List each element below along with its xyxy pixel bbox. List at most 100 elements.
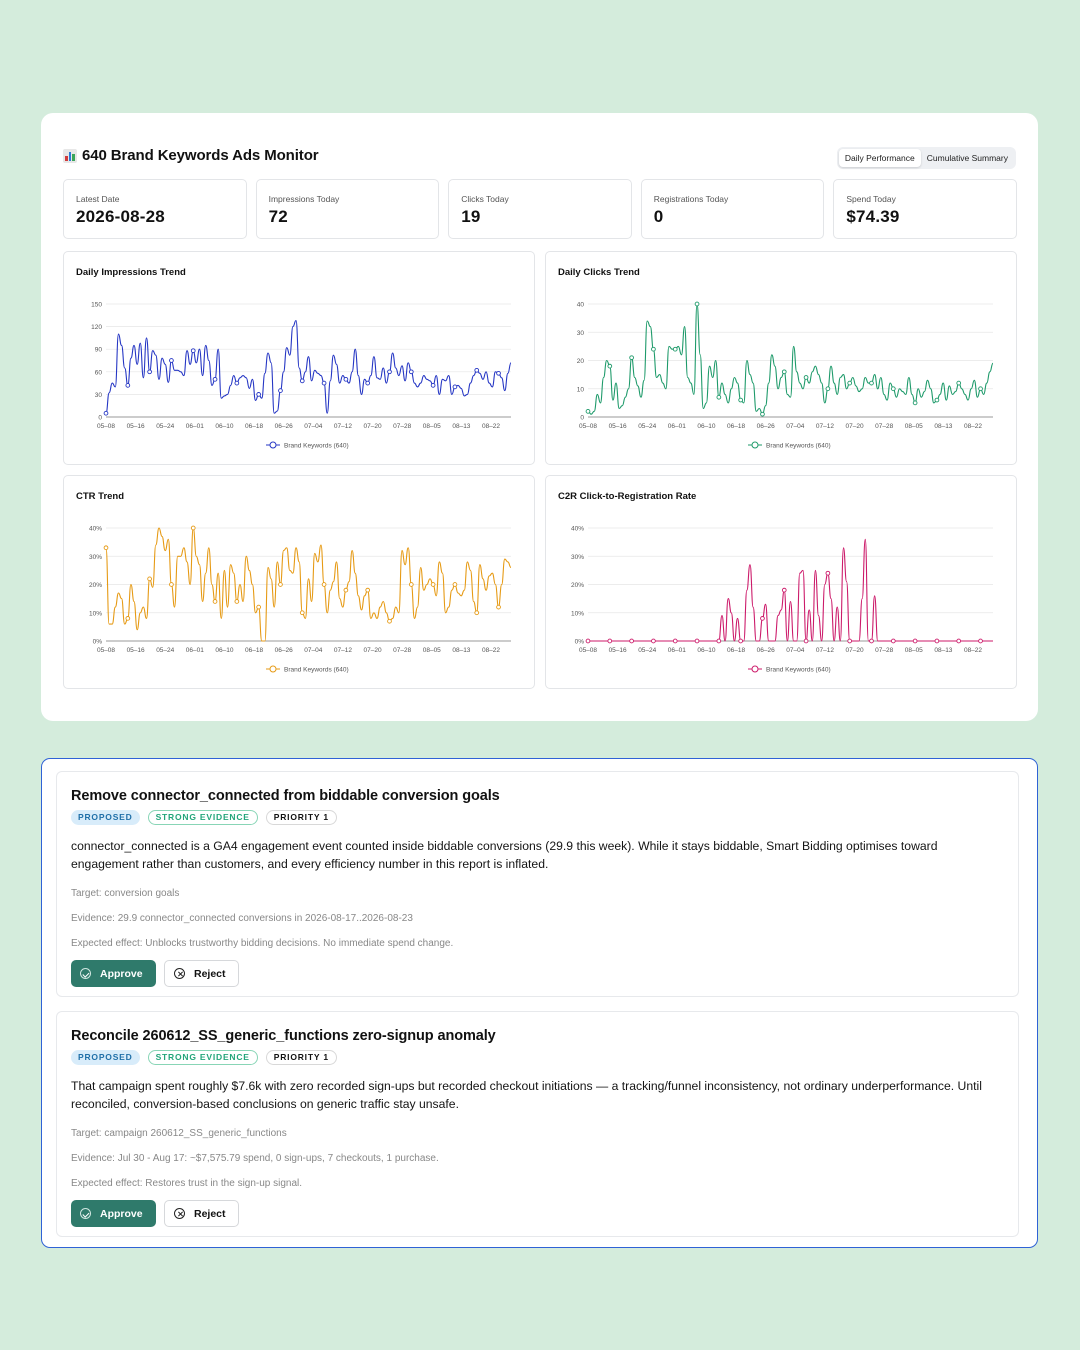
data-point[interactable]	[716, 394, 722, 400]
data-point[interactable]	[825, 386, 831, 392]
tab-cumulative-summary[interactable]: Cumulative Summary	[926, 153, 1008, 163]
series-line	[105, 527, 512, 642]
data-point[interactable]	[760, 411, 765, 417]
data-point[interactable]	[934, 397, 940, 403]
approve-button[interactable]: Approve	[71, 1200, 156, 1227]
data-point[interactable]	[672, 638, 678, 644]
data-point[interactable]	[212, 599, 218, 604]
data-point[interactable]	[890, 386, 896, 392]
data-point[interactable]	[496, 604, 501, 610]
y-tick-label: 30%	[89, 554, 102, 561]
x-tick-label: 06–18	[245, 647, 263, 654]
data-point[interactable]	[978, 386, 983, 392]
data-point[interactable]	[169, 582, 174, 587]
y-tick-label: 40	[577, 302, 585, 309]
data-point[interactable]	[694, 301, 700, 307]
ads-monitor-panel: 640 Brand Keywords Ads Monitor Daily Per…	[41, 113, 1038, 721]
data-point[interactable]	[321, 582, 327, 587]
data-point[interactable]	[234, 599, 240, 604]
data-point[interactable]	[825, 570, 831, 576]
data-point[interactable]	[103, 545, 109, 551]
y-tick-label: 10%	[89, 610, 102, 617]
data-point[interactable]	[651, 346, 656, 352]
data-point[interactable]	[452, 384, 458, 390]
data-point[interactable]	[190, 525, 196, 531]
data-point[interactable]	[278, 388, 283, 393]
data-point[interactable]	[760, 616, 765, 621]
data-point[interactable]	[496, 370, 501, 376]
data-point[interactable]	[169, 358, 174, 363]
data-point[interactable]	[387, 618, 392, 624]
data-point[interactable]	[956, 380, 962, 386]
data-point[interactable]	[890, 638, 896, 644]
data-point[interactable]	[912, 638, 918, 644]
data-point[interactable]	[738, 397, 744, 403]
data-point[interactable]	[738, 638, 744, 644]
data-point[interactable]	[408, 582, 414, 587]
x-tick-label: 08–13	[934, 423, 952, 430]
x-tick-label: 07–28	[875, 423, 893, 430]
data-point[interactable]	[343, 376, 349, 382]
check-circle-icon	[80, 1208, 91, 1219]
data-point[interactable]	[321, 380, 327, 386]
data-point[interactable]	[585, 409, 591, 414]
data-point[interactable]	[672, 346, 678, 352]
data-point[interactable]	[430, 582, 436, 587]
data-point[interactable]	[256, 604, 262, 610]
reject-button[interactable]: Reject	[164, 1200, 239, 1227]
data-point[interactable]	[978, 638, 983, 644]
data-point[interactable]	[103, 410, 109, 416]
clicks-chart: Daily Clicks Trend 0 10 20 30 40 05–08 05–16 05–…	[545, 251, 1017, 465]
approve-button[interactable]: Approve	[71, 960, 156, 987]
y-tick-label: 30	[95, 392, 103, 399]
data-point[interactable]	[803, 638, 809, 644]
x-tick-label: 08–13	[934, 647, 952, 654]
tab-daily-performance[interactable]: Daily Performance	[838, 149, 921, 167]
data-point[interactable]	[212, 376, 218, 382]
data-point[interactable]	[869, 638, 874, 644]
data-point[interactable]	[234, 380, 240, 386]
data-point[interactable]	[803, 375, 809, 380]
data-point[interactable]	[256, 392, 262, 397]
kpi-value: $74.39	[846, 207, 900, 226]
data-point[interactable]	[147, 576, 152, 582]
data-point[interactable]	[430, 383, 436, 388]
data-point[interactable]	[847, 638, 853, 644]
data-point[interactable]	[847, 380, 853, 386]
data-point[interactable]	[343, 587, 349, 593]
legend-swatch-marker	[751, 665, 759, 673]
data-point[interactable]	[147, 369, 152, 375]
data-point[interactable]	[125, 616, 131, 621]
data-point[interactable]	[474, 610, 480, 616]
recommendation-effect: Expected effect: Restores trust in the s…	[71, 1178, 303, 1189]
data-point[interactable]	[716, 638, 722, 644]
data-point[interactable]	[408, 369, 414, 375]
data-point[interactable]	[934, 638, 940, 644]
data-point[interactable]	[956, 638, 962, 644]
data-point[interactable]	[190, 348, 196, 354]
data-point[interactable]	[365, 587, 371, 593]
data-point[interactable]	[651, 638, 656, 644]
data-point[interactable]	[585, 638, 591, 644]
data-point[interactable]	[278, 582, 283, 587]
data-point[interactable]	[299, 378, 305, 384]
evidence-badge: STRONG EVIDENCE	[147, 1050, 258, 1065]
data-point[interactable]	[912, 400, 918, 406]
reject-button[interactable]: Reject	[164, 960, 239, 987]
data-point[interactable]	[629, 638, 634, 644]
data-point[interactable]	[629, 355, 634, 361]
data-point[interactable]	[299, 610, 305, 616]
data-point[interactable]	[781, 587, 787, 593]
x-tick-label: 08–13	[452, 423, 470, 430]
data-point[interactable]	[869, 380, 874, 386]
data-point[interactable]	[474, 367, 480, 373]
data-point[interactable]	[125, 383, 131, 388]
data-point[interactable]	[694, 638, 700, 644]
data-point[interactable]	[607, 363, 613, 369]
data-point[interactable]	[365, 380, 371, 386]
data-point[interactable]	[387, 369, 392, 375]
data-point[interactable]	[781, 369, 787, 375]
chart-title: CTR Trend	[76, 491, 124, 502]
data-point[interactable]	[607, 638, 613, 644]
data-point[interactable]	[452, 582, 458, 587]
